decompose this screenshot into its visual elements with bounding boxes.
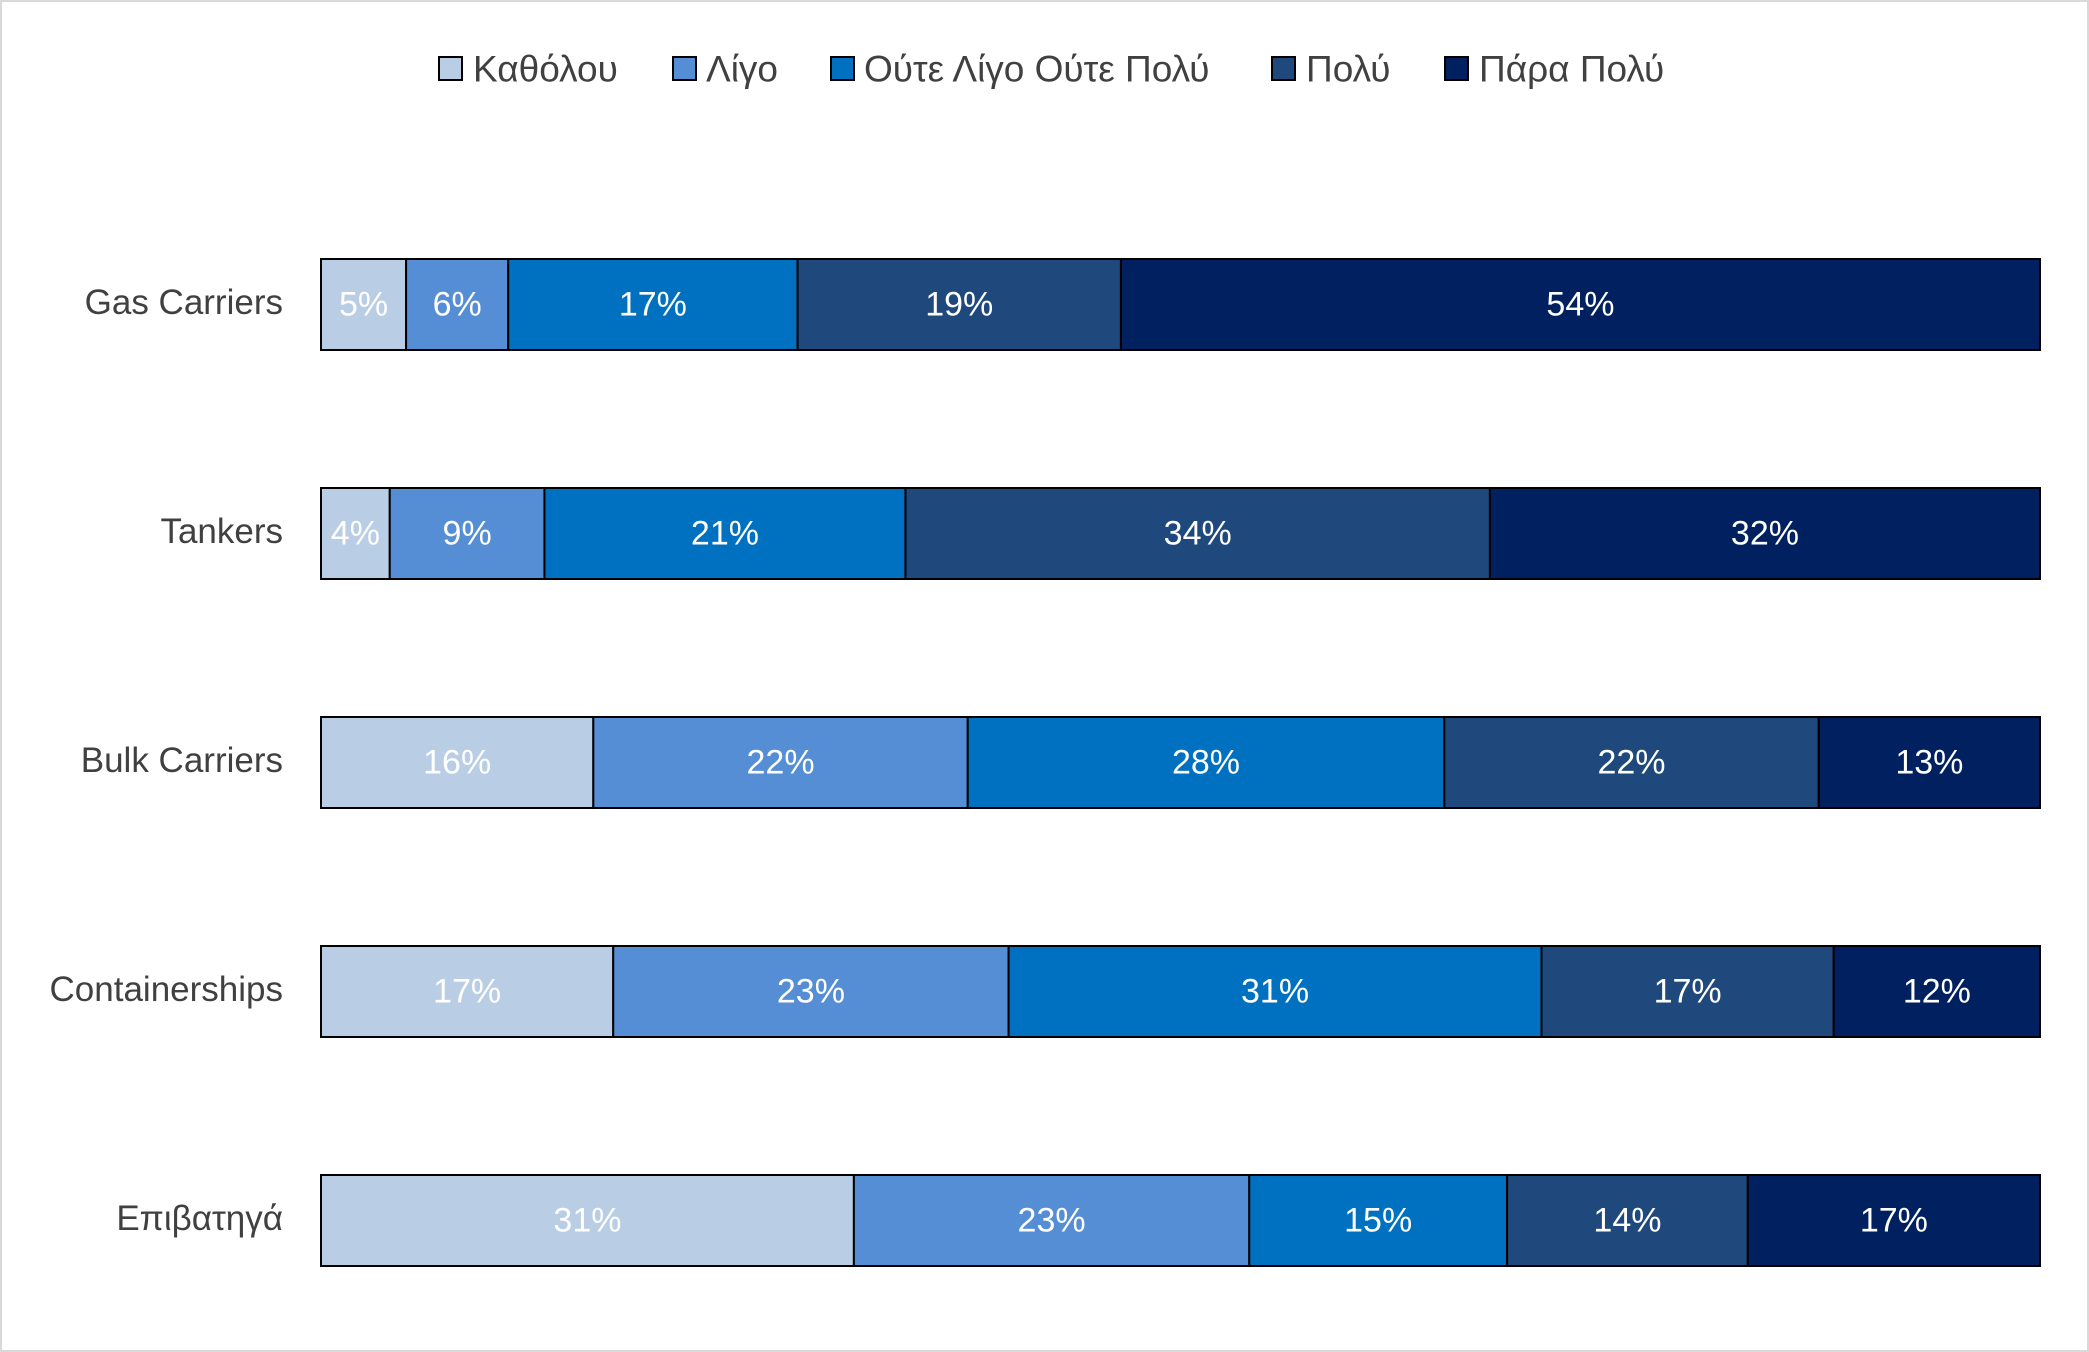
bar-segment	[405, 258, 510, 351]
legend-swatch	[438, 56, 463, 81]
category-label: Bulk Carriers	[81, 741, 283, 780]
data-label: 14%	[1593, 1202, 1661, 1240]
bar-segment	[320, 258, 408, 351]
data-label: 22%	[1597, 744, 1665, 782]
bar-segment	[1832, 945, 2041, 1038]
category-axis: Gas Carriers Tankers Bulk Carriers Containe…	[50, 283, 283, 1238]
legend-label: Πάρα Πολύ	[1479, 49, 1664, 90]
legend-swatch	[1444, 56, 1469, 81]
bars	[320, 258, 2042, 1267]
bar-segment	[543, 487, 907, 580]
data-label: 31%	[1241, 973, 1309, 1011]
legend-label: Ούτε Λίγο Ούτε Πολύ	[864, 49, 1210, 90]
bar-segment	[1119, 258, 2041, 351]
data-label: 13%	[1895, 744, 1963, 782]
category-label: Containerships	[50, 970, 283, 1009]
data-label: 17%	[1860, 1202, 1928, 1240]
data-label: 17%	[619, 286, 687, 324]
data-label: 9%	[443, 515, 492, 553]
category-label: Gas Carriers	[85, 283, 283, 322]
data-label: 17%	[433, 973, 501, 1011]
bar-segment	[507, 258, 799, 351]
data-label: 28%	[1172, 744, 1240, 782]
data-label: 15%	[1344, 1202, 1412, 1240]
legend-label: Λίγο	[706, 49, 778, 90]
data-label: 32%	[1731, 515, 1799, 553]
data-label: 5%	[339, 286, 388, 324]
data-label: 21%	[691, 515, 759, 553]
category-label: Tankers	[160, 512, 283, 551]
data-label: 34%	[1164, 515, 1232, 553]
bar-segment	[904, 487, 1491, 580]
data-label: 12%	[1903, 973, 1971, 1011]
data-label: 23%	[1018, 1202, 1086, 1240]
bar-segment	[1007, 945, 1543, 1038]
data-label: 54%	[1546, 286, 1614, 324]
data-label: 22%	[747, 744, 815, 782]
legend-swatch	[830, 56, 855, 81]
bar-segment	[1488, 487, 2042, 580]
data-label: 17%	[1654, 973, 1722, 1011]
data-labels: 5% 6% 17% 19% 54% 4% 9% 21% 34% 32% 16% 22% 28% 22% 13…	[331, 286, 1971, 1240]
data-label: 4%	[331, 515, 380, 553]
bar-segment	[1817, 716, 2041, 809]
legend-swatch	[1271, 56, 1296, 81]
data-label: 16%	[423, 744, 491, 782]
bar-segment	[966, 716, 1446, 809]
category-label: Επιβατηγά	[116, 1199, 283, 1238]
legend-swatch	[672, 56, 697, 81]
bar-segment	[852, 1174, 1251, 1267]
bar-segment	[796, 258, 1122, 351]
bar-segment	[1443, 716, 1820, 809]
data-label: 23%	[777, 973, 845, 1011]
data-label: 31%	[553, 1202, 621, 1240]
bar-segment	[1746, 1174, 2042, 1267]
bar-segment	[320, 1174, 855, 1267]
bar-segment	[320, 945, 615, 1038]
bar-segment	[1540, 945, 1835, 1038]
legend-label: Πολύ	[1306, 49, 1390, 90]
legend: Καθόλου Λίγο Ούτε Λίγο Ούτε Πολύ Πολύ Πάρα Π…	[438, 49, 1664, 90]
bar-segment	[612, 945, 1010, 1038]
data-label: 6%	[433, 286, 482, 324]
bar-segment	[592, 716, 969, 809]
legend-label: Καθόλου	[473, 49, 618, 90]
bar-segment	[320, 487, 391, 580]
data-label: 19%	[925, 286, 993, 324]
bar-segment	[388, 487, 546, 580]
bar-segment	[1248, 1174, 1509, 1267]
